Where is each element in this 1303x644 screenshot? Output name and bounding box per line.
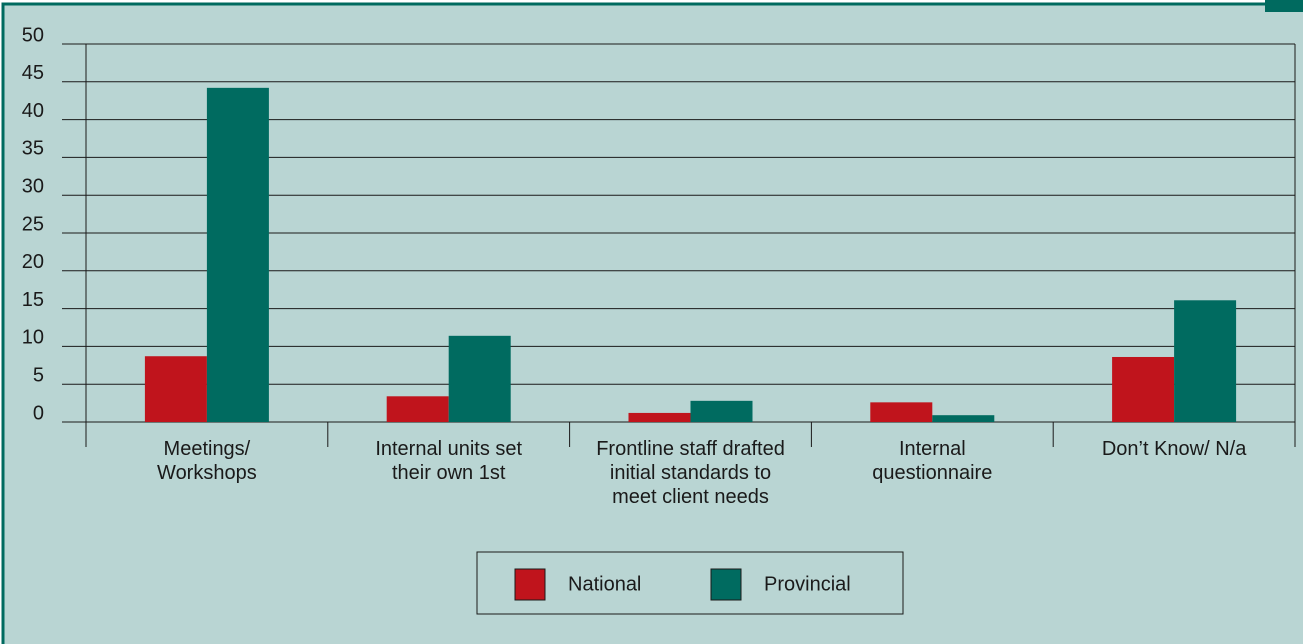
corner-tab bbox=[1265, 0, 1303, 12]
y-tick-label: 40 bbox=[22, 100, 44, 122]
bar bbox=[690, 400, 753, 422]
bar bbox=[932, 415, 995, 422]
legend-box bbox=[476, 551, 904, 615]
legend-label: Provincial bbox=[764, 573, 851, 595]
x-tick-label: Meetings/ Workshops bbox=[157, 438, 257, 484]
y-tick-label: 30 bbox=[22, 175, 44, 197]
bar bbox=[1174, 300, 1237, 422]
x-tick-label: Internal units set their own 1st bbox=[375, 438, 523, 484]
x-tick-label: Frontline staff drafted initial standard… bbox=[596, 438, 785, 508]
bar bbox=[448, 335, 511, 422]
y-tick-label: 15 bbox=[22, 289, 44, 311]
y-tick-label: 50 bbox=[22, 24, 44, 46]
x-tick-label: Don’t Know/ N/a bbox=[1101, 438, 1247, 460]
y-tick-label: 0 bbox=[33, 402, 44, 424]
bar bbox=[1112, 356, 1175, 422]
x-tick-label: Internal questionnaire bbox=[872, 438, 993, 484]
bar bbox=[628, 412, 691, 422]
y-tick-label: 5 bbox=[33, 364, 44, 386]
y-tick-label: 35 bbox=[22, 138, 44, 160]
legend-label: National bbox=[568, 573, 641, 595]
bar bbox=[870, 402, 933, 422]
y-tick-label: 20 bbox=[22, 251, 44, 273]
bar bbox=[206, 87, 269, 423]
y-tick-label: 45 bbox=[22, 62, 44, 84]
bar bbox=[386, 396, 449, 422]
legend-swatch bbox=[514, 568, 546, 601]
legend-swatch bbox=[710, 568, 742, 601]
y-tick-label: 25 bbox=[22, 213, 44, 235]
y-tick-label: 10 bbox=[22, 327, 44, 349]
bar bbox=[144, 356, 207, 422]
